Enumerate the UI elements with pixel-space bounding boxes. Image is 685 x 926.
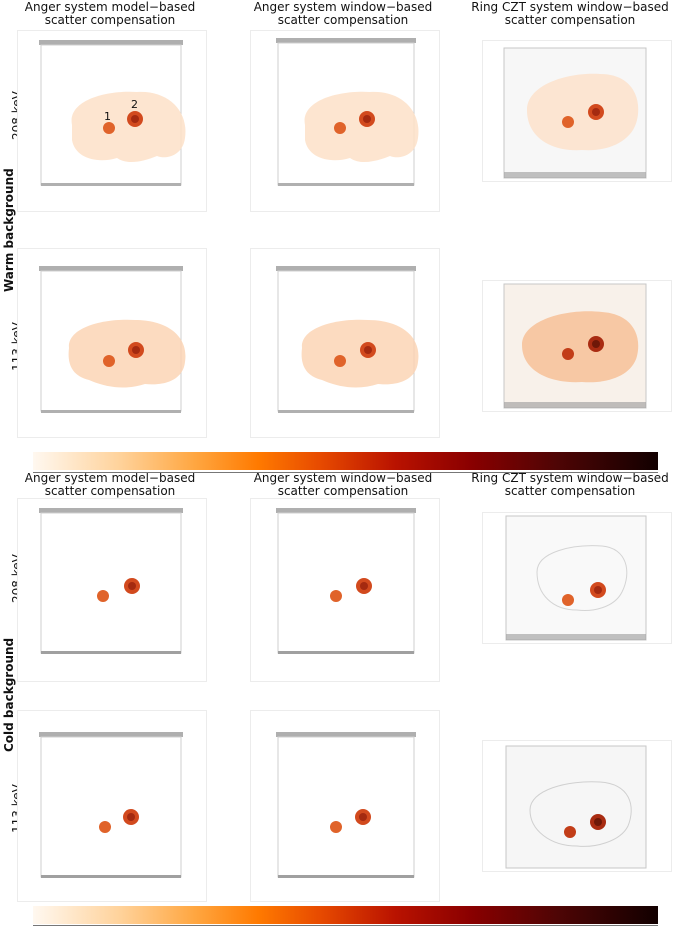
col-title-line1: Anger system model−based [24,471,196,485]
image-cold-113-model [17,710,207,902]
col-title-line2: scatter compensation [277,484,409,498]
image-warm-113-model [17,248,207,438]
image-warm-208-model: 1 2 [17,30,207,212]
col-title-line1: Anger system model−based [24,0,196,14]
image-cold-113-window [250,710,440,902]
col-title-line1: Ring CZT system window−based [471,0,669,14]
colorbar-warm [33,452,658,470]
col-title-line2: scatter compensation [277,13,409,27]
image-warm-208-czt [482,40,672,182]
image-warm-113-window [250,248,440,438]
col-title-line1: Anger system window−based [253,0,433,14]
col-title-3-top: Ring CZT system window−based scatter com… [470,1,670,27]
colorbar-warm-baseline [33,472,658,473]
image-cold-208-window [250,498,440,682]
image-warm-113-czt [482,280,672,412]
col-title-line2: scatter compensation [504,484,636,498]
image-cold-113-czt [482,740,672,872]
lesion-marker-2: 2 [131,98,138,111]
col-title-1-top: Anger system model−based scatter compens… [10,1,210,27]
image-warm-208-window [250,30,440,212]
col-title-2-bottom: Anger system window−based scatter compen… [243,472,443,498]
col-title-line1: Ring CZT system window−based [471,471,669,485]
col-title-line2: scatter compensation [44,484,176,498]
group-label-warm: Warm background [2,168,16,292]
colorbar-cold [33,906,658,924]
col-title-2-top: Anger system window−based scatter compen… [243,1,443,27]
image-cold-208-model [17,498,207,682]
col-title-line2: scatter compensation [44,13,176,27]
image-cold-208-czt [482,512,672,644]
col-title-1-bottom: Anger system model−based scatter compens… [10,472,210,498]
col-title-line2: scatter compensation [504,13,636,27]
lesion-marker-1: 1 [104,110,111,123]
col-title-line1: Anger system window−based [253,471,433,485]
group-label-cold: Cold background [2,637,16,752]
col-title-3-bottom: Ring CZT system window−based scatter com… [470,472,670,498]
